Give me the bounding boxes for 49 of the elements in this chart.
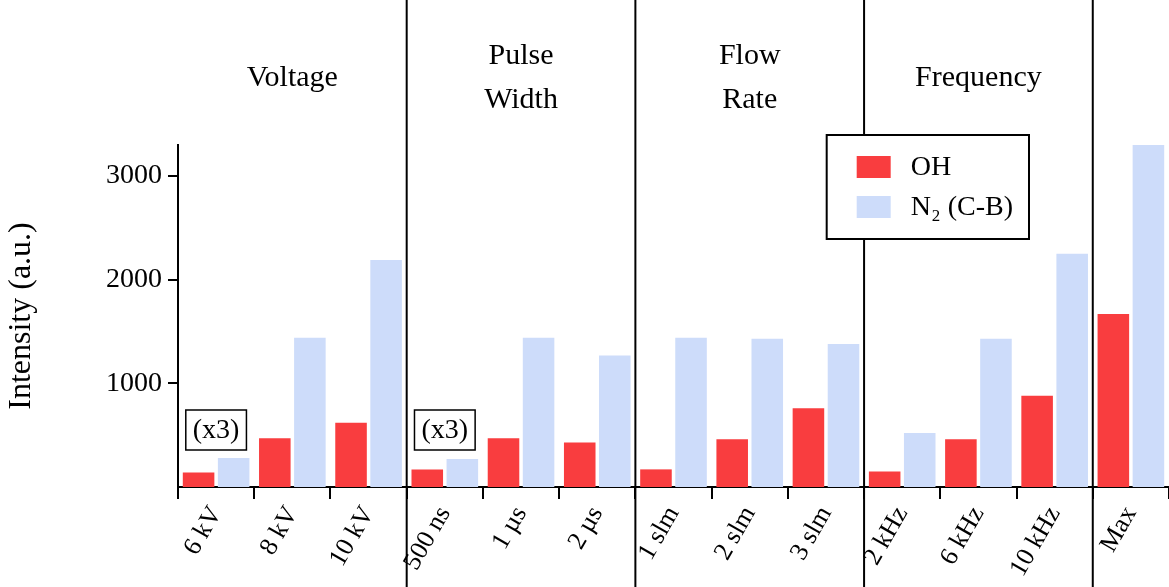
x-tick-label: 10 kV: [322, 500, 380, 571]
y-tick-label: 2000: [106, 262, 162, 294]
legend-label: N₂ (C-B): [910, 190, 1014, 222]
bar: [522, 337, 555, 487]
bar: [411, 469, 444, 487]
legend-label: OH: [910, 150, 952, 182]
bar: [751, 338, 784, 487]
bar: [1021, 395, 1053, 487]
bar: [903, 433, 936, 487]
bar: [370, 260, 402, 487]
bar: [563, 442, 596, 487]
bar: [716, 439, 748, 487]
bar: [868, 471, 901, 487]
bar: [182, 472, 215, 487]
bar: [335, 422, 367, 487]
bar: [640, 469, 672, 487]
x-tick-label: 1 slm: [630, 500, 685, 565]
bar: [675, 337, 707, 487]
x-tick-label: 6 kHz: [933, 500, 990, 570]
text: Pulse Width: [484, 36, 558, 114]
x-tick-label: 1 µs: [484, 500, 533, 554]
x-tick-label: 2 µs: [560, 500, 609, 554]
bar: [446, 459, 479, 487]
x-tick-label: 8 kV: [252, 500, 304, 560]
text: Frequency: [915, 58, 1042, 92]
bar: [1056, 253, 1088, 487]
bar: [827, 343, 860, 487]
x-tick-label: 3 slm: [783, 500, 838, 565]
x-tick-label: 500 ns: [396, 500, 456, 575]
y-tick-label: 3000: [106, 158, 162, 190]
bar: [792, 408, 825, 487]
y-axis-title: Intensity (a.u.): [0, 222, 37, 410]
bar: [599, 355, 631, 487]
bar: [259, 438, 291, 487]
bar: [1097, 313, 1130, 487]
x-tick-label: 6 kV: [176, 500, 228, 560]
bar: [1132, 145, 1165, 487]
bar: [945, 439, 977, 487]
bar: [980, 338, 1012, 487]
text: Flow Rate: [718, 36, 781, 114]
x-tick-label: 10 kHz: [1002, 500, 1066, 581]
annotation: (x3): [192, 413, 240, 445]
text: Voltage: [246, 58, 338, 92]
annotation: (x3): [421, 413, 469, 445]
bar: [217, 457, 250, 487]
y-tick-label: 1000: [106, 365, 162, 397]
bar: [487, 438, 520, 487]
x-tick-label: 2 slm: [707, 500, 761, 565]
bar: [294, 337, 326, 487]
